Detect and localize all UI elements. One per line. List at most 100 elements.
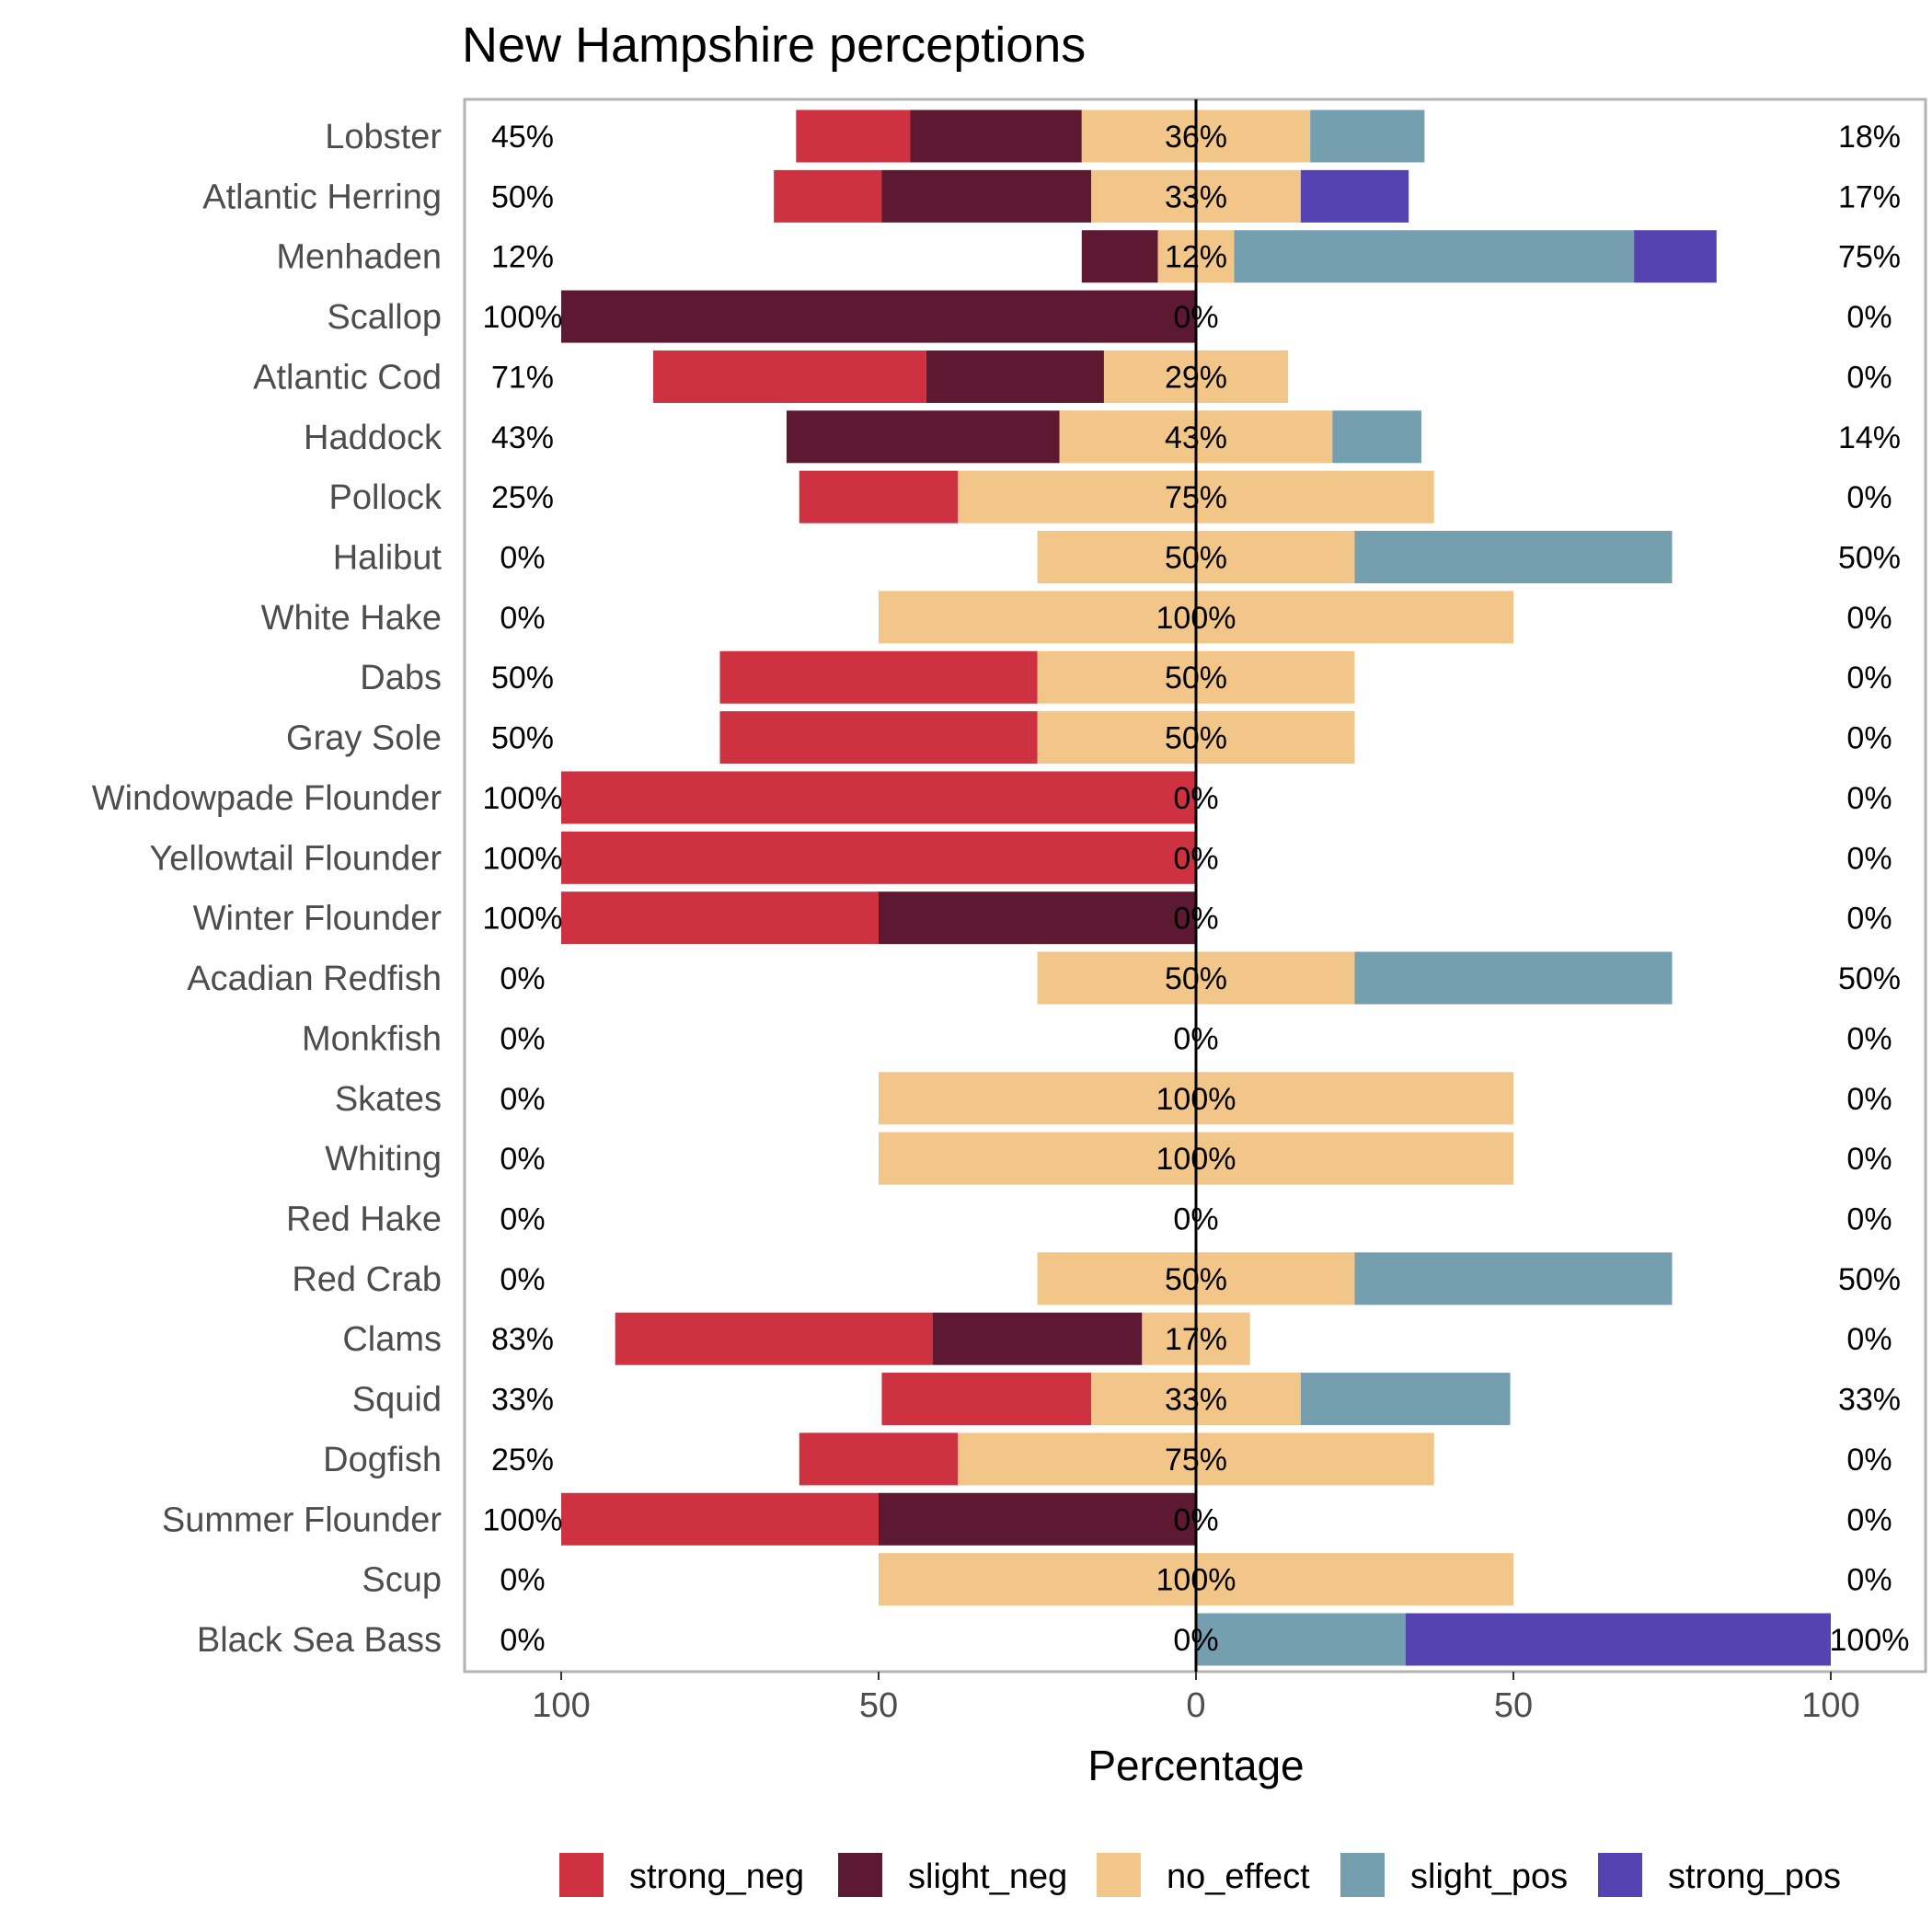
category-label: Menhaden — [276, 238, 442, 277]
left-percent-label: 50% — [491, 179, 554, 214]
category-label: Squid — [352, 1381, 442, 1420]
bar-strong_neg — [719, 711, 1038, 765]
bar-strong_neg — [653, 350, 926, 403]
category-label: Windowpade Flounder — [92, 779, 443, 818]
bar-strong_neg — [799, 1432, 959, 1486]
category-label: Red Crab — [292, 1260, 442, 1299]
right-percent-label: 0% — [1846, 1202, 1892, 1236]
right-percent-label: 0% — [1846, 601, 1892, 636]
center-percent-label: 0% — [1173, 902, 1218, 937]
bar-slight_neg — [879, 1492, 1196, 1546]
category-label: Summer Flounder — [162, 1501, 442, 1539]
category-label: Pollock — [329, 478, 443, 517]
bar-strong_neg — [615, 1312, 933, 1365]
bar-slight_neg — [881, 169, 1092, 223]
bar-strong_neg — [799, 470, 959, 523]
x-axis: 100 50 0 50 100 — [532, 1672, 1860, 1725]
left-percent-label: 25% — [491, 480, 554, 515]
center-percent-label: 50% — [1165, 541, 1227, 576]
right-percent-label: 0% — [1846, 721, 1892, 756]
center-percent-label: 50% — [1165, 961, 1227, 996]
left-percent-label: 0% — [500, 1082, 545, 1117]
bar-strong_pos — [1634, 230, 1717, 283]
right-percent-label: 75% — [1838, 240, 1901, 275]
legend-key-strong_neg — [559, 1853, 604, 1897]
center-percent-label: 33% — [1165, 1383, 1227, 1418]
bar-strong_neg — [561, 831, 1196, 884]
legend-key-slight_pos — [1340, 1853, 1385, 1897]
center-percent-label: 50% — [1165, 661, 1227, 696]
left-percent-label: 100% — [483, 300, 563, 335]
right-percent-label: 0% — [1846, 1563, 1892, 1598]
category-label: Whiting — [325, 1140, 442, 1179]
center-percent-label: 33% — [1165, 179, 1227, 214]
bar-slight_pos — [1354, 531, 1673, 584]
bar-strong_neg — [719, 650, 1038, 704]
bar-slight_neg — [926, 350, 1104, 403]
right-percent-label: 17% — [1838, 179, 1901, 214]
right-percent-label: 0% — [1846, 841, 1892, 876]
bar-slight_neg — [1081, 230, 1158, 283]
left-percent-label: 12% — [491, 240, 554, 275]
left-percent-label: 0% — [500, 1623, 545, 1658]
bar-strong_neg — [561, 771, 1196, 824]
right-percent-label: 33% — [1838, 1383, 1901, 1418]
category-label: Clams — [342, 1320, 442, 1359]
left-percent-label: 71% — [491, 360, 554, 395]
center-percent-label: 0% — [1173, 300, 1218, 335]
category-label: Acadian Redfish — [187, 960, 442, 998]
right-percent-label: 0% — [1846, 1443, 1892, 1478]
bar-slight_pos — [1196, 1613, 1406, 1666]
bar-slight_neg — [561, 290, 1196, 343]
bar-strong_neg — [881, 1373, 1092, 1426]
right-percent-label: 0% — [1846, 1082, 1892, 1117]
right-percent-label: 0% — [1846, 902, 1892, 937]
left-percent-label: 100% — [483, 902, 563, 937]
center-percent-label: 0% — [1173, 841, 1218, 876]
bar-strong_pos — [1405, 1613, 1831, 1666]
right-percent-label: 0% — [1846, 661, 1892, 696]
center-percent-label: 100% — [1156, 601, 1236, 636]
center-percent-label: 17% — [1165, 1322, 1227, 1357]
left-percent-label: 100% — [483, 781, 563, 816]
x-tick-label: 100 — [532, 1686, 590, 1725]
percent-labels: 45% 36% 18% 50% 33% 17% 12% 12% 75% 100% 0% 0% 71% 29… — [483, 120, 1910, 1658]
bar-slight_pos — [1332, 410, 1421, 464]
chart-title: New Hampshire perceptions — [462, 17, 1086, 73]
category-label: Atlantic Cod — [253, 358, 442, 397]
center-percent-label: 100% — [1156, 1082, 1236, 1117]
category-label: Scup — [362, 1561, 442, 1600]
bar-slight_neg — [879, 891, 1196, 945]
left-percent-label: 83% — [491, 1322, 554, 1357]
category-label: Red Hake — [286, 1200, 442, 1238]
category-label: Yellowtail Flounder — [149, 839, 442, 878]
right-percent-label: 0% — [1846, 1021, 1892, 1056]
left-percent-label: 0% — [500, 1202, 545, 1236]
legend-label-slight_pos: slight_pos — [1410, 1857, 1568, 1896]
bar-strong_neg — [561, 891, 879, 945]
right-percent-label: 0% — [1846, 1142, 1892, 1177]
left-percent-label: 0% — [500, 1142, 545, 1177]
center-percent-label: 75% — [1165, 1443, 1227, 1478]
category-label: Gray Sole — [286, 719, 442, 758]
bar-strong_neg — [774, 169, 882, 223]
right-percent-label: 50% — [1838, 1262, 1901, 1297]
center-percent-label: 12% — [1165, 240, 1227, 275]
bar-strong_neg — [796, 109, 911, 163]
center-percent-label: 0% — [1173, 1623, 1218, 1658]
bar-slight_pos — [1354, 1252, 1673, 1305]
center-percent-label: 75% — [1165, 480, 1227, 515]
category-label: Dogfish — [323, 1441, 442, 1479]
category-label: Black Sea Bass — [197, 1621, 442, 1660]
right-percent-label: 0% — [1846, 300, 1892, 335]
legend-label-strong_pos: strong_pos — [1668, 1857, 1841, 1896]
left-percent-label: 0% — [500, 1021, 545, 1056]
legend-key-slight_neg — [838, 1853, 882, 1897]
center-percent-label: 0% — [1173, 1021, 1218, 1056]
center-percent-label: 100% — [1156, 1142, 1236, 1177]
left-percent-label: 0% — [500, 1563, 545, 1598]
x-axis-title: Percentage — [1087, 1742, 1304, 1789]
left-percent-label: 43% — [491, 420, 554, 455]
category-label: Atlantic Herring — [202, 178, 442, 216]
